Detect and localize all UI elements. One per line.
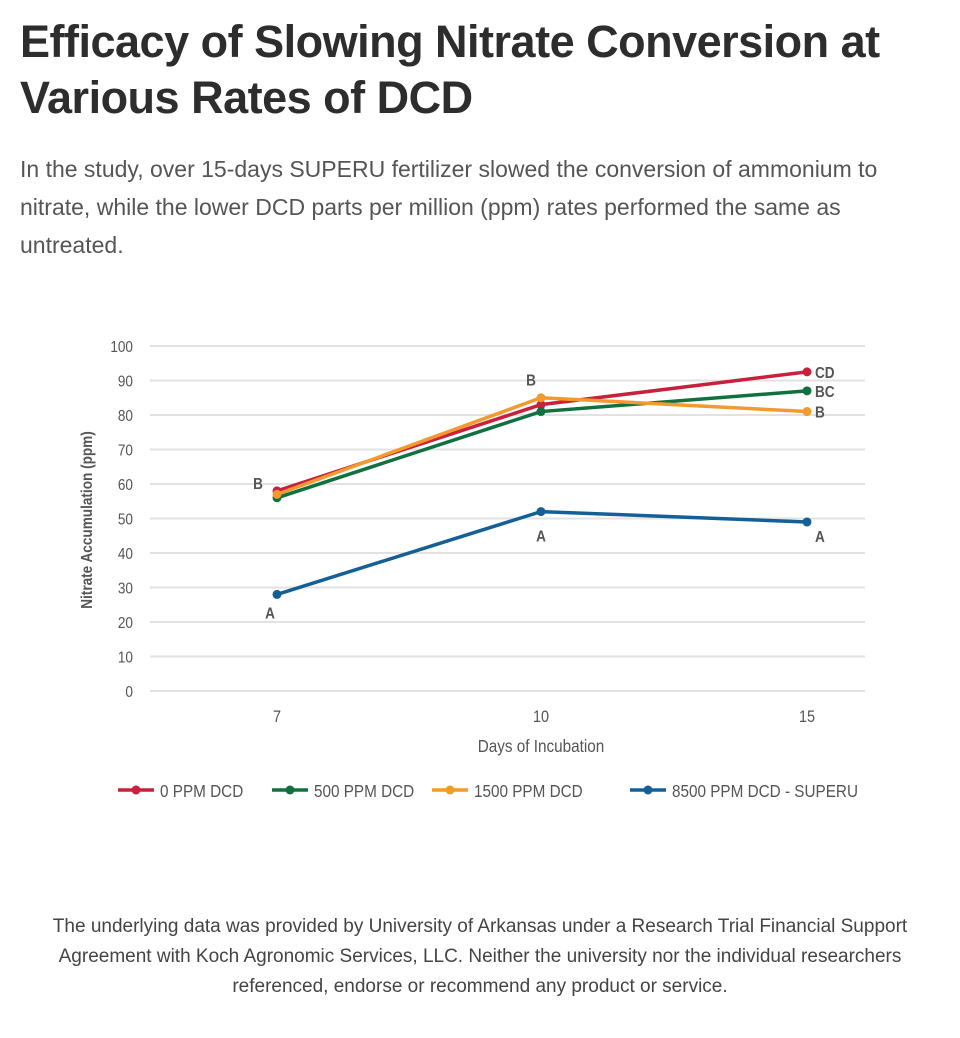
data-point bbox=[802, 517, 812, 527]
legend-label: 8500 PPM DCD - SUPERU bbox=[672, 781, 858, 801]
y-axis-label: Nitrate Accumulation (ppm) bbox=[79, 431, 96, 609]
y-tick-label: 60 bbox=[118, 477, 133, 494]
legend-label: 0 PPM DCD bbox=[160, 781, 243, 801]
y-tick-label: 10 bbox=[118, 650, 133, 667]
y-tick-label: 30 bbox=[118, 581, 133, 598]
data-point bbox=[536, 407, 546, 417]
significance-label: B bbox=[526, 373, 536, 390]
x-tick-label: 10 bbox=[533, 708, 549, 726]
significance-label: B bbox=[253, 476, 263, 493]
y-tick-label: 0 bbox=[125, 684, 133, 701]
significance-label: B bbox=[815, 405, 825, 422]
page-title: Efficacy of Slowing Nitrate Conversion a… bbox=[20, 16, 880, 123]
y-tick-label: 100 bbox=[110, 339, 133, 356]
y-tick-label: 20 bbox=[118, 615, 133, 632]
significance-label: BC bbox=[815, 384, 835, 401]
legend-marker bbox=[445, 785, 455, 795]
y-tick-label: 90 bbox=[118, 374, 133, 391]
x-tick-label: 7 bbox=[273, 708, 281, 726]
x-tick-label: 15 bbox=[799, 708, 815, 726]
legend-label: 500 PPM DCD bbox=[314, 781, 414, 801]
significance-label: A bbox=[815, 529, 825, 546]
data-point bbox=[536, 393, 546, 403]
significance-label: A bbox=[265, 605, 275, 622]
data-point bbox=[802, 367, 812, 377]
legend-label: 1500 PPM DCD bbox=[474, 781, 583, 801]
legend-marker bbox=[285, 785, 295, 795]
data-point bbox=[536, 400, 546, 410]
data-point bbox=[272, 489, 282, 499]
footnote: The underlying data was provided by Univ… bbox=[52, 916, 908, 997]
data-point bbox=[536, 507, 546, 517]
y-tick-label: 40 bbox=[118, 546, 133, 563]
x-axis-label: Days of Incubation bbox=[478, 736, 605, 756]
significance-label: A bbox=[536, 529, 546, 546]
significance-label: CD bbox=[815, 365, 835, 382]
data-point bbox=[802, 386, 812, 396]
y-tick-label: 80 bbox=[118, 408, 133, 425]
data-point bbox=[802, 407, 812, 417]
y-tick-label: 70 bbox=[118, 443, 133, 460]
legend-marker bbox=[131, 785, 141, 795]
line-chart: 0 10 20 30 40 50 60 70 80 90 100 7 10 15 Days of Incub… bbox=[79, 339, 865, 801]
legend-marker bbox=[643, 785, 653, 795]
subtitle: In the study, over 15-days SUPERU fertil… bbox=[20, 156, 878, 258]
data-point bbox=[272, 589, 282, 599]
y-tick-label: 50 bbox=[118, 512, 133, 529]
